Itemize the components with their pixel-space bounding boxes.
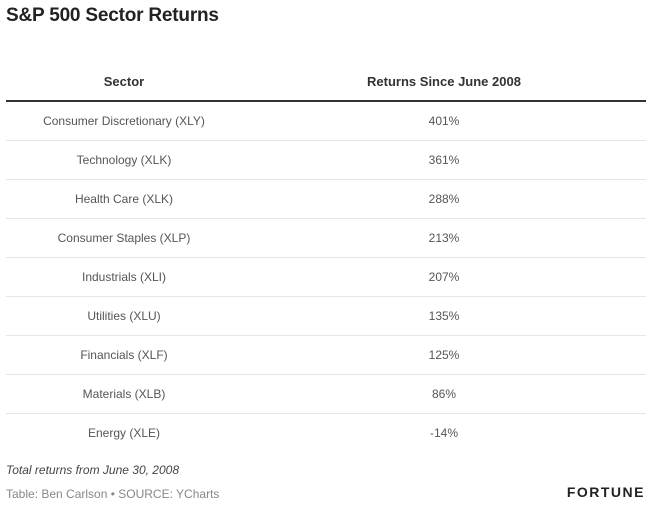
cell-sector: Materials (XLB) bbox=[82, 387, 166, 401]
table-row: Industrials (XLI) 207% bbox=[6, 258, 646, 297]
cell-return: -14% bbox=[429, 426, 458, 440]
table-row: Consumer Discretionary (XLY) 401% bbox=[6, 102, 646, 141]
table-row: Consumer Staples (XLP) 213% bbox=[6, 219, 646, 258]
fortune-logo: FORTUNE bbox=[566, 484, 645, 500]
table-row: Health Care (XLK) 288% bbox=[6, 180, 646, 219]
cell-sector: Utilities (XLU) bbox=[87, 309, 161, 323]
cell-sector: Technology (XLK) bbox=[76, 153, 172, 167]
cell-return: 361% bbox=[428, 153, 460, 167]
column-header-returns: Returns Since June 2008 bbox=[367, 73, 521, 89]
cell-return: 288% bbox=[428, 192, 460, 206]
table-row: Materials (XLB) 86% bbox=[6, 375, 646, 414]
table-row: Utilities (XLU) 135% bbox=[6, 297, 646, 336]
cell-return: 86% bbox=[431, 387, 457, 401]
table-header-row: Sector Returns Since June 2008 bbox=[6, 62, 646, 102]
cell-return: 207% bbox=[428, 270, 460, 284]
cell-return: 125% bbox=[428, 348, 460, 362]
sector-returns-table: Sector Returns Since June 2008 Consumer … bbox=[6, 62, 646, 452]
footnote: Total returns from June 30, 2008 bbox=[6, 463, 179, 477]
column-header-sector: Sector bbox=[103, 73, 145, 89]
cell-return: 135% bbox=[428, 309, 460, 323]
table-body: Consumer Discretionary (XLY) 401% Technolo… bbox=[6, 102, 646, 452]
page-title: S&P 500 Sector Returns bbox=[6, 5, 219, 26]
cell-sector: Consumer Discretionary (XLY) bbox=[43, 114, 205, 128]
table-row: Financials (XLF) 125% bbox=[6, 336, 646, 375]
cell-return: 401% bbox=[428, 114, 460, 128]
cell-sector: Energy (XLE) bbox=[87, 426, 161, 440]
source-credit: Table: Ben Carlson • SOURCE: YCharts bbox=[6, 487, 220, 501]
table-row: Technology (XLK) 361% bbox=[6, 141, 646, 180]
cell-sector: Industrials (XLI) bbox=[81, 270, 167, 284]
cell-sector: Financials (XLF) bbox=[80, 348, 168, 362]
cell-sector: Health Care (XLK) bbox=[74, 192, 174, 206]
cell-return: 213% bbox=[428, 231, 460, 245]
table-row: Energy (XLE) -14% bbox=[6, 414, 646, 452]
cell-sector: Consumer Staples (XLP) bbox=[57, 231, 191, 245]
